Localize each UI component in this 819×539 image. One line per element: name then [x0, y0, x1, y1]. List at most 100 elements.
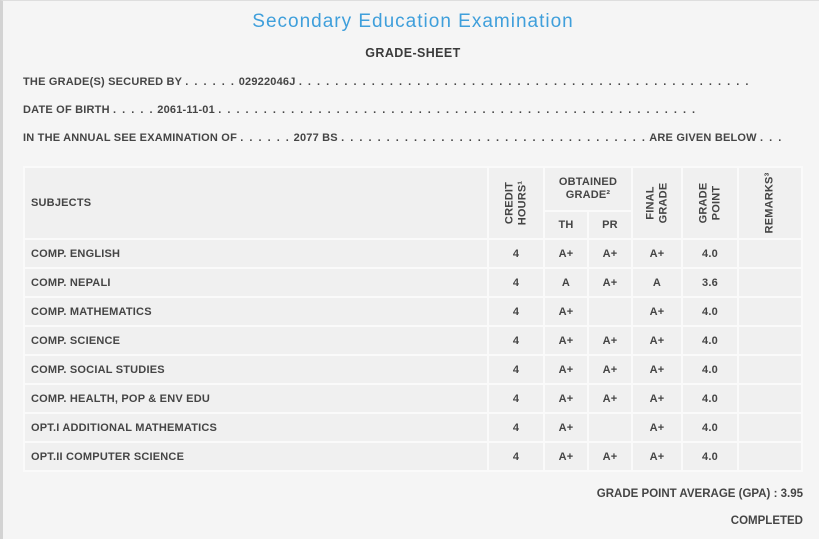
grade-point-cell: 3.6 [681, 267, 739, 298]
credit-hours-cell: 4 [486, 296, 545, 327]
dot-filler: . . . . . . . . . . . . . . . . . . . . … [341, 132, 647, 144]
dot-filler: . . . [760, 132, 783, 144]
table-row: COMP. SCIENCE 4 A+ A+ A+ 4.0 [23, 325, 803, 356]
table-row: OPT.I ADDITIONAL MATHEMATICS 4 A+ A+ 4.0 [23, 412, 803, 443]
column-header-final-grade: FINAL GRADE [631, 166, 683, 240]
column-header-credit-hours: CREDIT HOURS¹ [486, 166, 545, 240]
pr-grade-cell: A+ [586, 325, 634, 356]
dot-filler: . . . . . [113, 104, 155, 116]
grade-point-cell: 4.0 [681, 354, 739, 385]
column-header-pr: PR [586, 210, 634, 240]
pr-grade-cell: A+ [586, 354, 634, 385]
credit-hours-cell: 4 [486, 267, 545, 298]
column-header-subjects: SUBJECTS [23, 166, 489, 240]
table-row: COMP. MATHEMATICS 4 A+ A+ 4.0 [23, 296, 803, 327]
credit-hours-cell: 4 [486, 354, 545, 385]
subject-cell: COMP. MATHEMATICS [23, 296, 489, 327]
final-grade-cell: A+ [631, 296, 683, 327]
final-grade-rotated-label: FINAL GRADE [644, 182, 669, 224]
pr-grade-cell: A+ [586, 267, 634, 298]
remarks-cell [737, 354, 803, 385]
grade-point-cell: 4.0 [681, 383, 739, 414]
credit-hours-rotated-label: CREDIT HOURS¹ [503, 180, 528, 226]
column-header-remarks: REMARKS³ [737, 166, 803, 240]
th-grade-cell: A+ [542, 238, 589, 269]
subject-cell: OPT.II COMPUTER SCIENCE [23, 441, 489, 472]
grade-point-rotated-label: GRADE POINT [697, 182, 722, 224]
remarks-rotated-label: REMARKS³ [763, 172, 776, 234]
remarks-cell [737, 412, 803, 443]
final-grade-cell: A+ [631, 354, 683, 385]
subject-cell: COMP. HEALTH, POP & ENV EDU [23, 383, 489, 414]
pr-grade-cell [586, 412, 634, 443]
gpa-label: GRADE POINT AVERAGE (GPA) : [596, 488, 778, 500]
pr-grade-cell [586, 296, 634, 327]
dot-filler: . . . . . . . . . . . . . . . . . . . . … [218, 104, 697, 116]
credit-hours-cell: 4 [486, 441, 545, 472]
page-title: Secondary Education Examination [252, 11, 574, 32]
grade-sheet-heading: GRADE-SHEET [365, 46, 461, 60]
dot-filler: . . . . . . [240, 132, 291, 144]
examination-year-value: 2077 BS [293, 132, 338, 144]
grades-table: SUBJECTS CREDIT HOURS¹ OBTAINED GRADE² F… [23, 166, 803, 472]
gpa-value: 3.95 [780, 488, 803, 500]
subject-cell: COMP. ENGLISH [23, 238, 489, 269]
symbol-number-value: 02922046J [238, 76, 296, 88]
column-header-obtained-grade: OBTAINED GRADE² [542, 166, 634, 212]
final-grade-cell: A+ [631, 383, 683, 414]
table-row: COMP. ENGLISH 4 A+ A+ A+ 4.0 [23, 238, 803, 269]
remarks-cell [737, 441, 803, 472]
candidate-info: THE GRADE(S) SECURED BY . . . . . . 0292… [23, 68, 803, 152]
column-header-th: TH [542, 210, 589, 240]
th-grade-cell: A+ [542, 354, 589, 385]
date-of-birth-label: DATE OF BIRTH [23, 104, 110, 116]
examination-label: IN THE ANNUAL SEE EXAMINATION OF [23, 132, 237, 144]
table-row: COMP. HEALTH, POP & ENV EDU 4 A+ A+ A+ 4… [23, 383, 803, 414]
gpa-line: GRADE POINT AVERAGE (GPA) : 3.95 [23, 488, 803, 500]
final-grade-cell: A+ [631, 412, 683, 443]
dot-filler: . . . . . . . . . . . . . . . . . . . . … [298, 76, 750, 88]
final-grade-cell: A+ [631, 441, 683, 472]
grade-point-cell: 4.0 [681, 325, 739, 356]
grade-point-cell: 4.0 [681, 296, 739, 327]
th-grade-cell: A+ [542, 383, 589, 414]
final-grade-cell: A+ [631, 325, 683, 356]
subject-cell: OPT.I ADDITIONAL MATHEMATICS [23, 412, 489, 443]
th-grade-cell: A+ [542, 296, 589, 327]
credit-hours-cell: 4 [486, 412, 545, 443]
table-row: OPT.II COMPUTER SCIENCE 4 A+ A+ A+ 4.0 [23, 441, 803, 472]
table-row: COMP. SOCIAL STUDIES 4 A+ A+ A+ 4.0 [23, 354, 803, 385]
status-completed: COMPLETED [730, 515, 803, 527]
subject-cell: COMP. NEPALI [23, 267, 489, 298]
th-grade-cell: A+ [542, 412, 589, 443]
grade-point-cell: 4.0 [681, 412, 739, 443]
th-grade-cell: A+ [542, 325, 589, 356]
th-grade-cell: A [542, 267, 589, 298]
date-of-birth-line: DATE OF BIRTH . . . . . 2061-11-01 . . .… [23, 96, 803, 124]
secured-by-line: THE GRADE(S) SECURED BY . . . . . . 0292… [23, 68, 803, 96]
date-of-birth-value: 2061-11-01 [157, 104, 215, 116]
are-given-below-label: ARE GIVEN BELOW [649, 132, 757, 144]
remarks-cell [737, 296, 803, 327]
grade-point-cell: 4.0 [681, 238, 739, 269]
pr-grade-cell: A+ [586, 383, 634, 414]
final-grade-cell: A+ [631, 238, 683, 269]
remarks-cell [737, 238, 803, 269]
credit-hours-cell: 4 [486, 383, 545, 414]
credit-hours-cell: 4 [486, 325, 545, 356]
credit-hours-cell: 4 [486, 238, 545, 269]
remarks-cell [737, 267, 803, 298]
secured-by-label: THE GRADE(S) SECURED BY [23, 76, 183, 88]
pr-grade-cell: A+ [586, 238, 634, 269]
examination-line: IN THE ANNUAL SEE EXAMINATION OF . . . .… [23, 124, 803, 152]
pr-grade-cell: A+ [586, 441, 634, 472]
remarks-cell [737, 383, 803, 414]
column-header-grade-point: GRADE POINT [681, 166, 739, 240]
subject-cell: COMP. SCIENCE [23, 325, 489, 356]
grade-point-cell: 4.0 [681, 441, 739, 472]
subject-cell: COMP. SOCIAL STUDIES [23, 354, 489, 385]
obtained-grade-label: OBTAINED GRADE² [558, 175, 618, 201]
remarks-cell [737, 325, 803, 356]
final-grade-cell: A [631, 267, 683, 298]
